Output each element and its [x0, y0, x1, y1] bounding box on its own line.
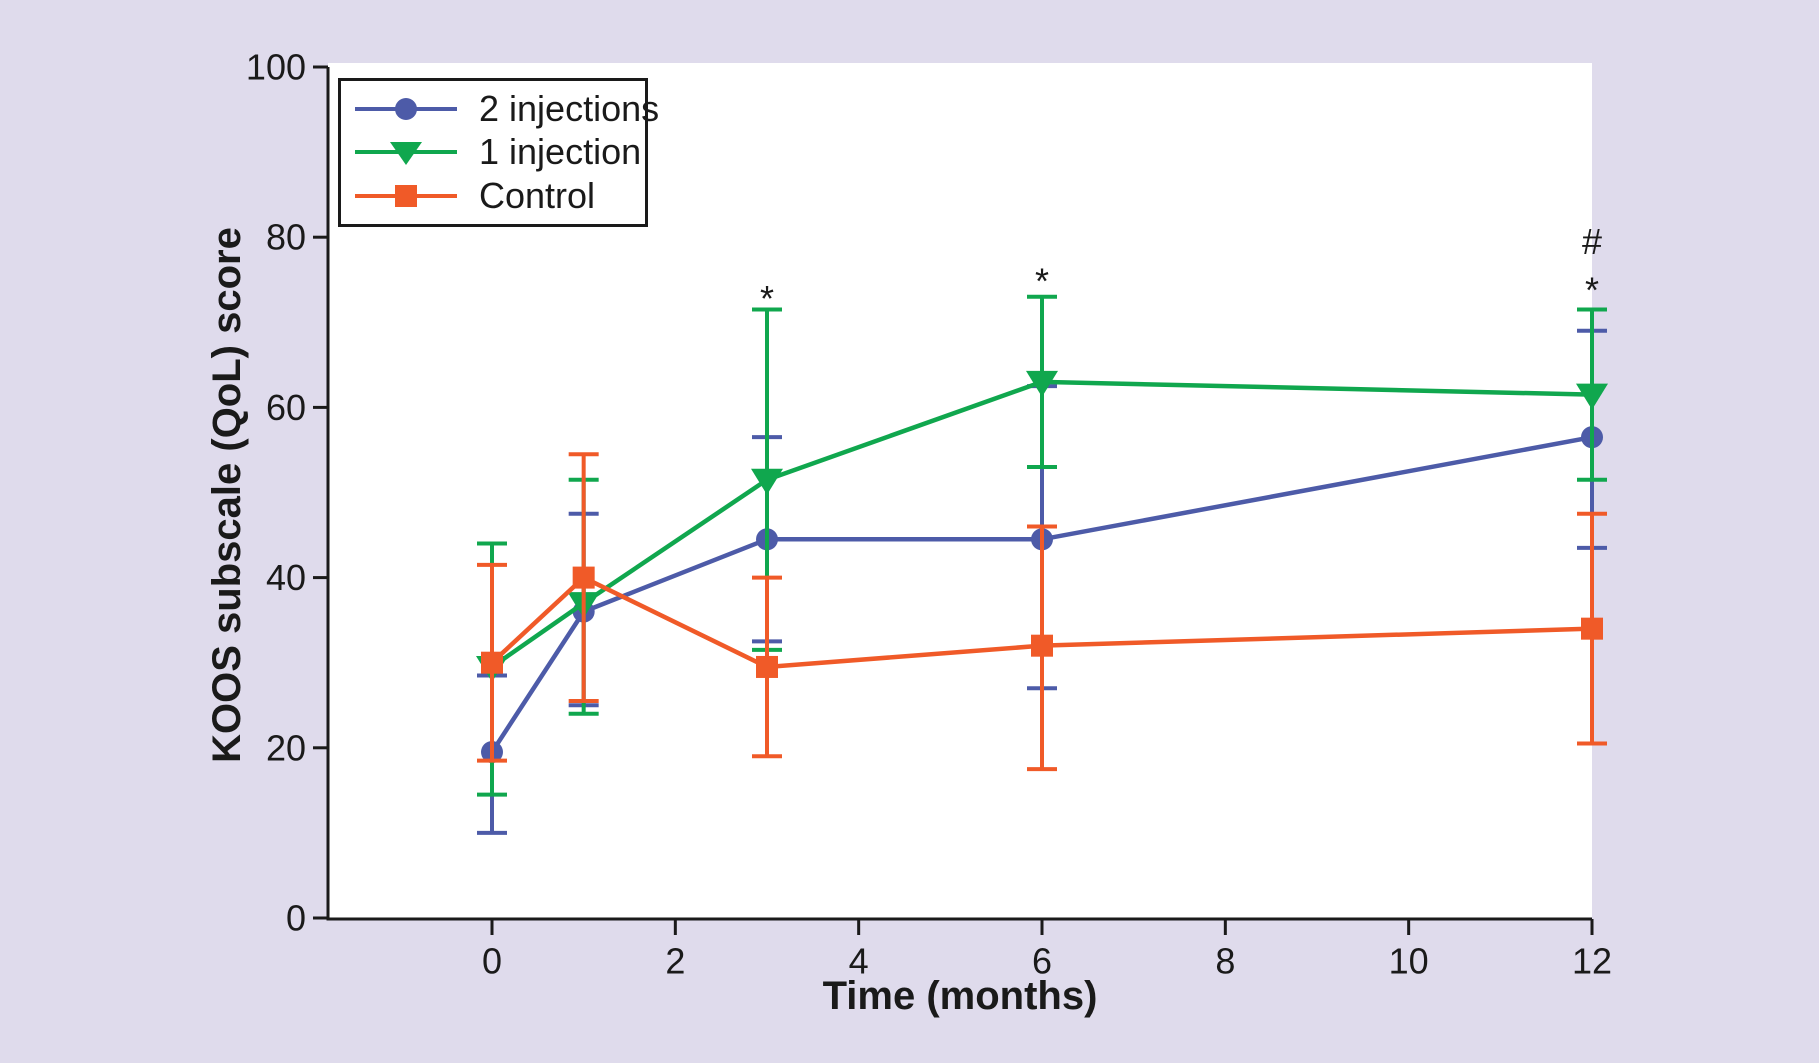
legend-marker-2-injections-icon: [355, 97, 457, 120]
y-tick-label: 100: [246, 47, 306, 88]
legend-label-2-injections: 2 injections: [479, 87, 660, 129]
data-point-marker: [1576, 383, 1608, 410]
data-point-marker: [751, 468, 783, 495]
legend-marker-control-icon: [355, 185, 457, 208]
axes: [313, 65, 1594, 935]
legend-item-control: Control: [341, 175, 645, 217]
series-control: [477, 452, 1607, 772]
x-tick-label: 6: [1032, 941, 1052, 982]
x-tick-label: 0: [482, 941, 502, 982]
x-tick-label: 10: [1389, 941, 1429, 982]
data-point-marker: [572, 566, 595, 589]
legend: 2 injections 1 injection Control: [338, 78, 659, 227]
data-point-marker: [481, 651, 503, 674]
y-tick-label: 40: [266, 557, 306, 598]
data-point-marker: [756, 655, 778, 678]
data-point-marker: [1026, 370, 1058, 397]
legend-marker-1-injection-icon: [355, 142, 457, 166]
x-tick-label: 12: [1572, 941, 1612, 982]
data-point-marker: [1581, 617, 1603, 640]
y-tick-label: 80: [266, 217, 306, 258]
significance-marker: #: [1582, 221, 1602, 262]
legend-label-control: Control: [479, 175, 596, 217]
y-tick-label: 60: [266, 387, 306, 428]
data-point-marker: [1031, 634, 1053, 657]
y-tick-label: 20: [266, 727, 306, 768]
significance-marker: *: [760, 278, 774, 319]
legend-item-2-injections: 2 injections: [341, 88, 659, 129]
x-tick-label: 4: [849, 941, 869, 982]
legend-label-1-injection: 1 injection: [479, 131, 642, 173]
x-axis-title: Time (months): [822, 974, 1098, 1018]
y-tick-label: 0: [286, 898, 306, 939]
x-tick-label: 2: [665, 941, 685, 982]
significance-marker: *: [1035, 261, 1049, 302]
legend-item-1-injection: 1 injection: [341, 131, 645, 173]
y-axis-title: KOOS subscale (QoL) score: [205, 227, 249, 763]
significance-marker: *: [1585, 269, 1599, 310]
x-tick-label: 8: [1215, 941, 1235, 982]
